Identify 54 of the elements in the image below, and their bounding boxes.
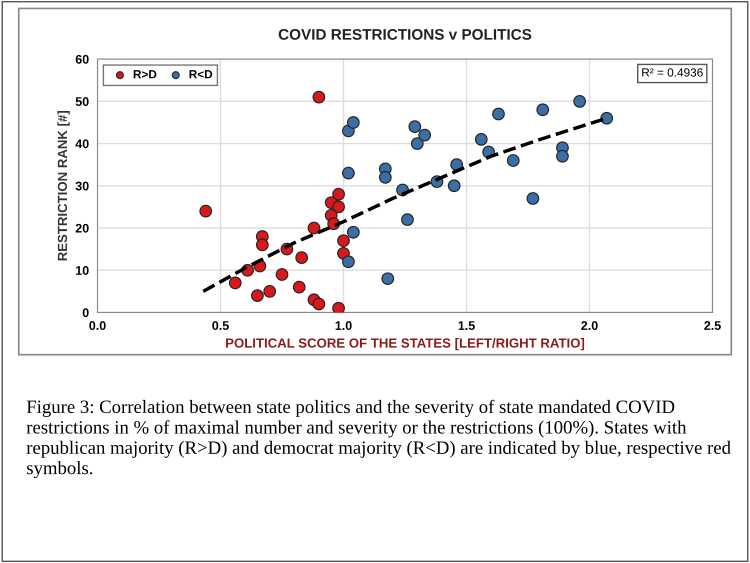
point xyxy=(295,251,308,264)
point xyxy=(332,200,345,214)
point xyxy=(256,238,269,252)
point xyxy=(401,213,414,226)
point xyxy=(332,188,345,201)
point xyxy=(448,179,461,192)
point xyxy=(378,170,392,184)
point xyxy=(312,298,326,310)
x-tick-label: 2.0 xyxy=(581,321,598,330)
point xyxy=(381,272,394,286)
point xyxy=(332,302,345,312)
x-tick-label: 0.0 xyxy=(89,321,106,330)
point xyxy=(556,150,569,163)
point xyxy=(474,132,488,146)
point xyxy=(199,204,212,218)
chart-title: COVID RESTRICTIONS v POLITICS xyxy=(278,29,532,40)
point xyxy=(228,276,242,290)
x-tick-label: 2.5 xyxy=(704,321,721,330)
point xyxy=(276,268,288,281)
legend-label: R>D xyxy=(134,70,156,78)
y-tick-label: 10 xyxy=(76,266,89,275)
legend-label: R<D xyxy=(190,70,212,78)
point xyxy=(308,222,320,234)
point xyxy=(492,108,505,120)
point xyxy=(408,120,422,134)
point xyxy=(536,103,550,116)
point xyxy=(292,280,306,294)
y-tick-label: 20 xyxy=(76,224,89,233)
y-tick-label: 40 xyxy=(75,139,89,148)
x-tick-label: 0.5 xyxy=(212,321,229,330)
caption: Figure 3: Correlation between state politics and the severity of state mandated COVID restrictions in % of maximal number and severity or the restrictions (100%). States with republican majority (R>D) and democrat majority (R<D) are indicated by blue, respective red symbols. xyxy=(26,400,731,478)
point xyxy=(342,255,355,268)
y-tick-label: 0 xyxy=(82,308,89,318)
point xyxy=(526,192,540,205)
point xyxy=(600,112,614,125)
y-tick-label: 30 xyxy=(76,182,89,190)
x-tick-label: 1.5 xyxy=(458,321,475,330)
x-tick-label: 1.0 xyxy=(336,321,352,330)
point xyxy=(342,166,355,180)
annotation: R² = 0.4936 xyxy=(642,68,703,77)
point xyxy=(418,128,432,142)
point xyxy=(573,94,586,108)
point xyxy=(337,234,350,248)
y-tick-label: 50 xyxy=(76,97,89,106)
point xyxy=(312,90,326,104)
y-tick-label: 60 xyxy=(76,54,89,64)
point xyxy=(506,154,520,167)
point xyxy=(410,137,424,150)
point xyxy=(346,226,360,239)
point xyxy=(251,289,264,302)
y-axis-title: RESTRICTION RANK [#] xyxy=(57,111,70,260)
point xyxy=(346,116,360,129)
x-axis-title: POLITICAL SCORE OF THE STATES [LEFT/RIGHT RATIO] xyxy=(226,338,584,350)
point xyxy=(263,284,276,298)
